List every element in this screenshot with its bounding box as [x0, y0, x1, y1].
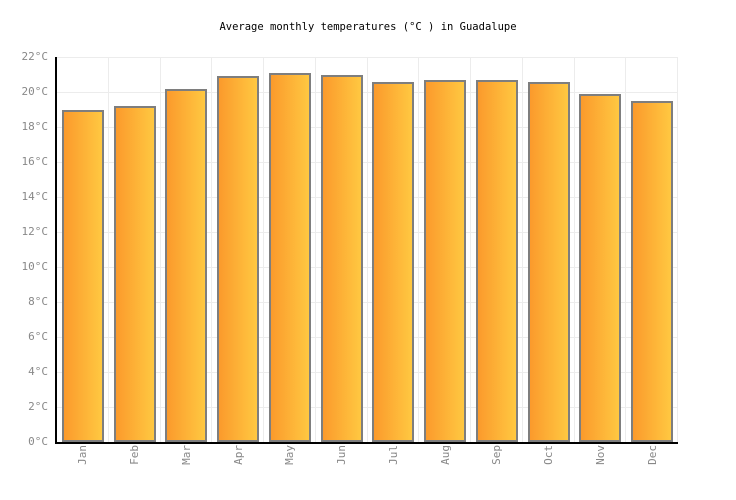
gridline-vertical — [263, 57, 264, 442]
x-tick-label: May — [283, 445, 297, 465]
gridline-vertical — [159, 57, 161, 442]
bar-jun — [320, 74, 363, 442]
gridline-vertical — [470, 57, 471, 442]
gridline-horizontal — [57, 162, 678, 163]
gridline-vertical — [314, 57, 316, 442]
x-tick-label: Jun — [335, 445, 349, 465]
gridline-horizontal — [57, 337, 678, 338]
bar-nov — [579, 93, 622, 442]
x-tick-label: Feb — [128, 445, 142, 465]
x-tick-label: Apr — [231, 445, 245, 465]
bar-jan — [61, 109, 104, 442]
y-tick-label: 20°C — [21, 85, 49, 98]
gridline-horizontal — [57, 127, 678, 128]
gridline-vertical — [211, 57, 213, 442]
gridline-vertical — [107, 57, 109, 442]
x-tick-label: Mar — [179, 445, 193, 465]
gridline-vertical — [573, 57, 575, 442]
bar-mar — [165, 88, 208, 442]
x-tick-label: Nov — [593, 445, 607, 465]
bar-aug — [424, 79, 467, 442]
y-tick-label: 10°C — [21, 260, 49, 273]
gridline-horizontal — [57, 57, 678, 58]
y-tick-label: 12°C — [21, 225, 49, 238]
y-axis-line — [55, 57, 57, 444]
gridline-vertical — [366, 57, 368, 442]
gridline-vertical — [418, 57, 420, 442]
gridline-horizontal — [57, 197, 678, 198]
x-tick-label: Oct — [542, 445, 556, 465]
x-tick-label: Dec — [645, 445, 659, 465]
y-tick-label: 22°C — [21, 50, 49, 63]
y-tick-label: 2°C — [28, 400, 48, 413]
gridline-vertical — [521, 57, 523, 442]
bar-oct — [527, 81, 570, 442]
gridline-horizontal — [57, 267, 678, 268]
gridline-horizontal — [57, 302, 678, 303]
bar-jul — [372, 81, 415, 442]
gridline-horizontal — [57, 92, 678, 93]
x-tick-label: Jan — [76, 445, 90, 465]
x-tick-label: Jul — [386, 445, 400, 465]
bar-feb — [113, 106, 156, 442]
y-tick-label: 18°C — [21, 120, 49, 133]
x-axis-line — [55, 442, 678, 444]
bar-may — [268, 72, 311, 442]
y-tick-label: 16°C — [21, 155, 49, 168]
gridline-horizontal — [57, 372, 678, 373]
y-tick-label: 0°C — [28, 435, 48, 448]
y-tick-label: 8°C — [28, 295, 48, 308]
y-tick-label: 6°C — [28, 330, 48, 343]
x-tick-label: Sep — [490, 445, 504, 465]
bar-sep — [475, 79, 518, 442]
x-tick-label: Aug — [438, 445, 452, 465]
gridline-vertical — [677, 57, 678, 442]
y-tick-label: 4°C — [28, 365, 48, 378]
y-tick-label: 14°C — [21, 190, 49, 203]
gridline-vertical — [625, 57, 627, 442]
bar-dec — [631, 100, 674, 442]
gridline-horizontal — [57, 407, 678, 408]
chart-title: Average monthly temperatures (°C ) in Gu… — [219, 21, 517, 33]
gridline-horizontal — [57, 232, 678, 233]
plot-area: 0°C 2°C 4°C 6°C 8°C 10°C 12°C 14°C 16°C 18°C 20°C 2… — [22, 50, 678, 465]
bar-apr — [217, 76, 260, 442]
